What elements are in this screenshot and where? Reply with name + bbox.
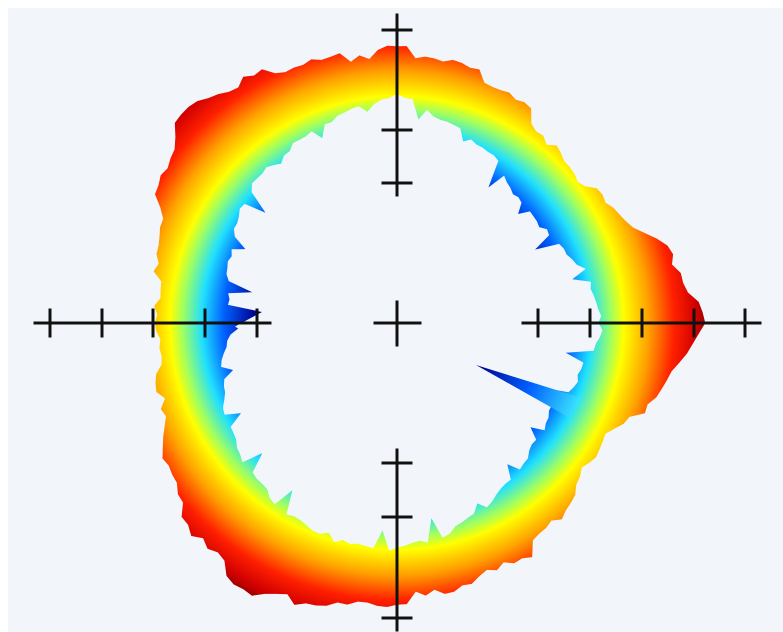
ticks [48,28,747,620]
spike [205,300,262,340]
ring [153,45,706,607]
spike [476,365,582,418]
